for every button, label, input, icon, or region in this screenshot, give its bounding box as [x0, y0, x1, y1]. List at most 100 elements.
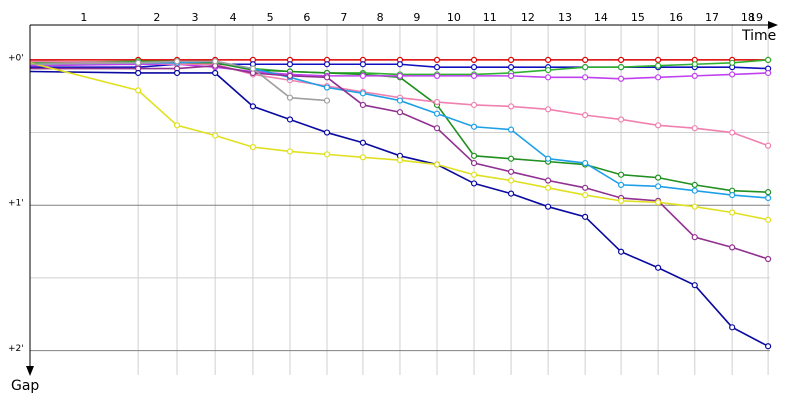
point: [286, 148, 294, 155]
point: [582, 184, 589, 191]
point: [764, 142, 772, 149]
x-tick-label: 8: [377, 11, 384, 24]
point: [507, 155, 515, 162]
point: [617, 171, 625, 178]
point: [582, 112, 589, 119]
point: [249, 143, 257, 151]
point: [396, 157, 404, 164]
x-tick-label: 9: [413, 11, 420, 24]
point: [544, 56, 552, 63]
point: [691, 282, 698, 289]
point: [544, 66, 552, 74]
plot: [29, 56, 772, 350]
point: [212, 58, 219, 65]
x-tick-label: 5: [267, 11, 274, 24]
point: [433, 98, 441, 106]
point: [654, 174, 662, 181]
x-tick-label: 16: [669, 11, 683, 24]
point: [286, 61, 294, 68]
point: [470, 171, 478, 178]
point: [764, 343, 772, 350]
point: [654, 264, 662, 271]
point: [691, 203, 698, 210]
point: [764, 194, 772, 202]
point: [729, 244, 736, 251]
point: [544, 74, 552, 81]
point: [617, 197, 625, 204]
x-axis-label: Time: [741, 28, 776, 44]
point: [396, 109, 404, 116]
point: [691, 125, 698, 132]
point: [764, 255, 772, 263]
point: [507, 177, 515, 184]
point: [544, 106, 552, 113]
point: [582, 159, 589, 167]
point: [433, 125, 441, 132]
point: [729, 209, 736, 216]
x-tick-label: 12: [521, 11, 535, 24]
point: [173, 69, 181, 77]
point: [323, 61, 331, 68]
point: [729, 71, 736, 78]
point: [470, 56, 478, 63]
point: [507, 72, 515, 79]
point: [507, 168, 515, 175]
point: [544, 184, 552, 191]
point: [582, 191, 589, 199]
point: [249, 103, 257, 110]
point: [433, 72, 441, 79]
point: [212, 132, 219, 139]
point: [582, 56, 589, 63]
series-line: [29, 62, 769, 221]
point: [249, 65, 257, 72]
point: [691, 234, 698, 241]
point: [654, 56, 662, 63]
x-tick-label: 11: [483, 11, 497, 24]
x-tick-label: 18: [741, 11, 755, 24]
point: [617, 75, 625, 82]
point: [764, 56, 772, 63]
point: [212, 69, 219, 77]
point: [544, 177, 552, 184]
point: [729, 324, 736, 331]
point: [470, 101, 478, 109]
point: [173, 122, 181, 129]
x-tick-label: 14: [594, 11, 608, 24]
point: [691, 61, 698, 68]
y-arrow: [26, 366, 34, 376]
point: [323, 74, 331, 81]
x-tick-label: 1: [80, 11, 87, 24]
point: [359, 90, 367, 97]
point: [173, 58, 181, 65]
x-arrow: [768, 21, 778, 29]
point: [729, 129, 736, 136]
point: [323, 97, 331, 104]
point: [286, 72, 294, 79]
point: [654, 62, 662, 69]
point: [617, 181, 625, 188]
point: [729, 59, 736, 66]
point: [654, 199, 662, 206]
x-tick-label: 13: [558, 11, 572, 24]
x-tick-label: 19: [749, 11, 763, 24]
point: [507, 190, 515, 197]
y-axis-label: Gap: [11, 378, 39, 394]
point: [764, 69, 772, 77]
y-tick-label: +0': [8, 53, 24, 63]
point: [507, 126, 515, 133]
x-tick-label: 2: [153, 11, 160, 24]
point: [544, 155, 552, 162]
point: [507, 56, 515, 63]
point: [764, 216, 772, 223]
point: [359, 101, 367, 109]
y-tick-label: +1': [8, 199, 24, 209]
point: [359, 61, 367, 68]
point: [433, 56, 441, 63]
point: [323, 84, 331, 91]
point: [396, 97, 404, 104]
point: [433, 110, 441, 117]
point: [582, 74, 589, 81]
point: [135, 69, 142, 77]
point: [617, 64, 625, 71]
